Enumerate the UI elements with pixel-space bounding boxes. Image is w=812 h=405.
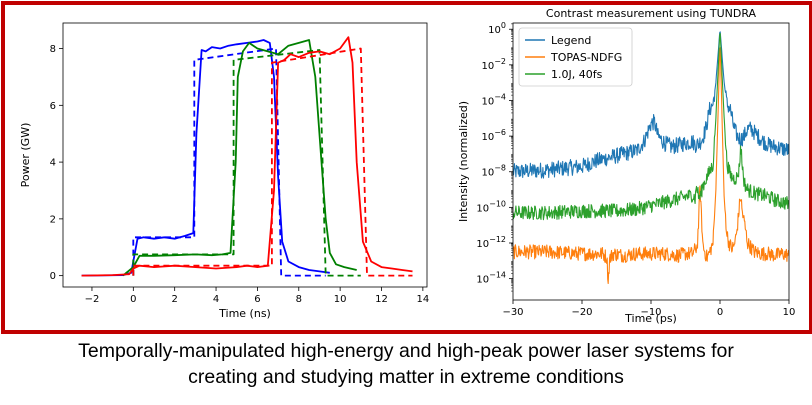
left-y-tick-label: 6 — [50, 101, 56, 112]
caption-line-1: Temporally-manipulated high-energy and h… — [78, 340, 734, 362]
right-y-tick-label: 10−12 — [476, 235, 506, 250]
left-x-tick-label: 6 — [254, 294, 260, 305]
right-series-3 — [513, 33, 789, 221]
left-series-red-measured — [81, 36, 413, 277]
left-y-axis-label: Power (GW) — [19, 123, 32, 188]
left-x-tick-label: 2 — [171, 294, 177, 305]
left-axes-box — [62, 22, 428, 288]
right-x-tick-label: 0 — [717, 307, 723, 318]
left-series-green-measured — [122, 39, 357, 277]
contrast-chart: Contrast measurement using TUNDRA −30 −20… — [457, 7, 795, 325]
right-series-1 — [513, 31, 789, 179]
right-y-tick-label: 10−4 — [481, 92, 506, 107]
legend: Legend TOPAS-NDFG 1.0J, 40fs — [518, 27, 633, 87]
left-x-tick-label: 10 — [334, 294, 347, 305]
left-series-blue-measured — [81, 39, 330, 277]
left-x-tick-label: 8 — [296, 294, 302, 305]
power-vs-time-chart: −2 0 2 4 6 8 10 12 14 0 2 4 6 8 Time (ns) Power (GW) — [19, 22, 430, 320]
legend-entry: TOPAS-NDFG — [550, 51, 622, 64]
left-x-tick-label: 12 — [375, 294, 388, 305]
right-x-tick-label: 10 — [783, 307, 796, 318]
left-series-red-model — [132, 47, 413, 277]
caption-line-2: creating and studying matter in extreme … — [188, 366, 624, 388]
right-y-axis-label: Intensity (normalized) — [457, 101, 470, 222]
right-x-tick-label: −10 — [640, 307, 661, 318]
caption: Temporally-manipulated high-energy and h… — [0, 338, 812, 390]
legend-entry: Legend — [551, 34, 591, 47]
right-series-2 — [513, 47, 789, 285]
right-y-tick-label: 10−2 — [481, 57, 506, 72]
left-x-tick-label: −2 — [85, 294, 100, 305]
left-series-green-model — [132, 49, 361, 277]
left-series-blue-model — [132, 47, 326, 277]
right-series — [513, 31, 789, 285]
left-y-tick-label: 2 — [50, 214, 56, 225]
right-y-tick-label: 10−10 — [476, 199, 506, 214]
left-y-tick-label: 4 — [50, 158, 56, 169]
right-y-tick-label: 10−6 — [481, 128, 506, 143]
right-x-tick-label: −20 — [571, 307, 592, 318]
right-y-tick-label: 10−8 — [481, 164, 506, 179]
left-y-tick-label: 8 — [50, 44, 56, 55]
right-y-tick-label: 100 — [488, 21, 506, 36]
left-x-tick-label: 4 — [213, 294, 219, 305]
right-ticks: −30 −20 −10 0 10 100 10−2 10−4 10−6 10−8 10−10 10−1… — [476, 21, 795, 318]
legend-entry: 1.0J, 40fs — [551, 68, 603, 81]
left-y-tick-label: 0 — [50, 271, 56, 282]
legend-box — [518, 27, 633, 87]
left-series — [81, 36, 413, 277]
left-ticks: −2 0 2 4 6 8 10 12 14 0 2 4 6 8 — [50, 44, 430, 305]
right-y-tick-label: 10−14 — [476, 271, 506, 286]
right-x-axis-label: Time (ps) — [624, 312, 677, 325]
right-chart-title: Contrast measurement using TUNDRA — [546, 7, 757, 20]
right-x-tick-label: −30 — [502, 307, 523, 318]
figure-frame — [1, 1, 812, 334]
left-x-tick-label: 14 — [416, 294, 429, 305]
left-x-tick-label: 0 — [130, 294, 136, 305]
left-x-axis-label: Time (ns) — [218, 307, 271, 320]
